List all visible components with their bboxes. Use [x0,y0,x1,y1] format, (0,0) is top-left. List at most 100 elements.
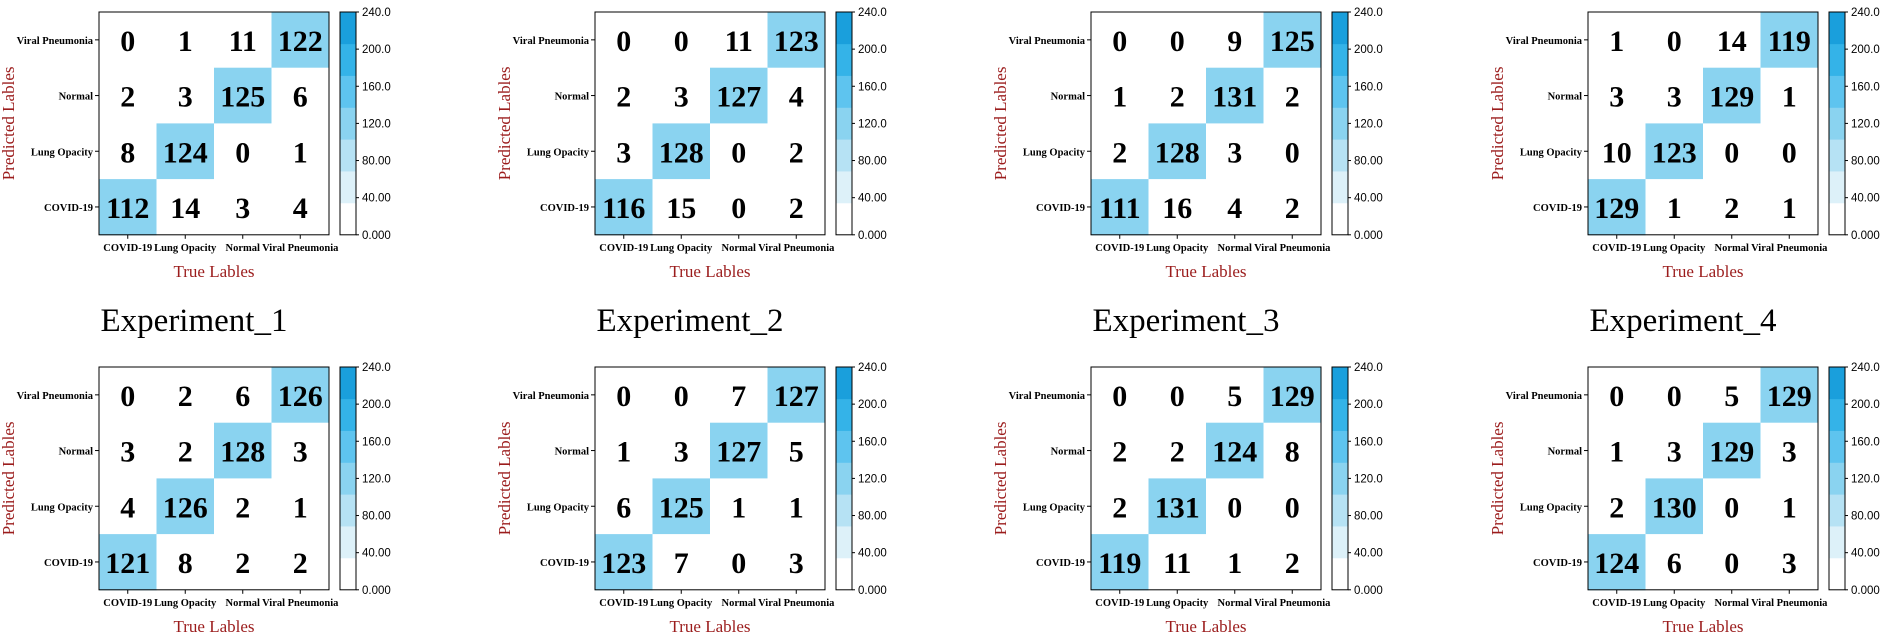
matrix-cell [214,367,272,424]
matrix-cell [156,179,215,236]
cell-value: 3 [1609,81,1624,114]
y-tick-label: Normal [59,447,93,458]
matrix-cell [595,367,653,424]
matrix-cell [1148,67,1207,124]
cell-value: 0 [1285,136,1300,169]
y-tick-label: COVID-19 [1533,558,1582,569]
matrix-cell [652,67,711,124]
colorbar-tick-label: 240.0 [1354,7,1383,19]
matrix-cell [99,478,157,535]
matrix-cell [1148,367,1207,424]
matrix-cell [767,534,826,591]
y-axis-title: Predicted Lables [1488,67,1507,181]
y-tick-label: Viral Pneumonia [1506,391,1583,402]
colorbar-tick-label: 240.0 [1851,362,1880,374]
y-axis-title: Predicted Lables [495,422,514,536]
matrix-cell [1588,478,1646,535]
x-tick-label: Viral Pneumonia [262,243,339,254]
matrix-cell [1760,123,1819,180]
cell-value: 0 [235,136,250,169]
x-tick-label: Viral Pneumonia [1751,243,1828,254]
plot-frame [98,11,330,236]
colorbar-tick-label: 160.0 [362,81,391,93]
matrix-cell [99,422,157,479]
cell-value: 124 [163,136,208,169]
y-tick-label: COVID-19 [540,558,589,569]
colorbar-segment [1829,494,1845,527]
matrix-cell [99,534,157,591]
cell-value: 9 [1227,25,1242,58]
matrix-cell [595,67,653,124]
x-axis-title: True Lables [669,262,750,281]
colorbar-tick-label: 200.0 [362,399,391,411]
experiment-title: Experiment_3 [1093,303,1280,339]
matrix-cell [1645,179,1704,236]
colorbar-tick-label: 40.00 [362,548,391,560]
colorbar-tick-label: 80.00 [362,511,391,523]
cell-value: 124 [1212,436,1257,469]
cell-value: 10 [1602,136,1632,169]
cell-value: 1 [616,436,631,469]
matrix-cell [271,534,330,591]
colorbar-tick-label: 0.000 [858,230,887,242]
matrix-cell [1760,179,1819,236]
matrix-cell [156,12,215,69]
cell-value: 5 [1724,380,1739,413]
cell-value: 3 [1667,81,1682,114]
cell-value: 2 [293,547,308,580]
cell-value: 2 [235,547,250,580]
matrix-cell [156,422,215,479]
cell-value: 1 [293,136,308,169]
colorbar-segment [1332,107,1348,140]
matrix-cell [1645,367,1704,424]
cell-value: 2 [178,436,193,469]
y-tick-label: Viral Pneumonia [1009,391,1086,402]
colorbar-segment [1332,462,1348,495]
matrix-cell [1588,422,1646,479]
cell-value: 5 [1227,380,1242,413]
matrix-cell [214,179,272,236]
matrix-cell [1588,123,1646,180]
colorbar-tick-label: 200.0 [858,44,887,56]
colorbar-tick-label: 40.00 [858,193,887,205]
x-axis-title: True Lables [1165,617,1246,636]
cell-value: 4 [789,81,804,114]
colorbar-segment [1332,398,1348,431]
colorbar-segment [340,494,356,527]
colorbar-segment [340,398,356,431]
matrix-cell [767,123,826,180]
colorbar-segment [340,12,356,45]
plot-frame [594,11,826,236]
colorbar-segment [1332,367,1348,400]
x-axis-title: True Lables [1662,617,1743,636]
cell-value: 1 [1782,192,1797,225]
colorbar-tick-label: 40.00 [1354,548,1383,560]
colorbar-tick-label: 160.0 [1354,436,1383,448]
cell-value: 3 [235,192,250,225]
matrix-cell [652,123,711,180]
colorbar-tick-label: 120.0 [1354,473,1383,485]
cell-value: 0 [1170,380,1185,413]
cell-value: 8 [1285,436,1300,469]
cell-value: 130 [1652,491,1697,524]
x-axis-title: True Lables [1165,262,1246,281]
cell-value: 3 [178,81,193,114]
cell-value: 8 [178,547,193,580]
y-tick-label: Viral Pneumonia [1506,36,1583,47]
matrix-cell [710,422,768,479]
colorbar-tick-label: 120.0 [362,118,391,130]
cell-value: 3 [674,81,689,114]
colorbar-tick-label: 40.00 [1354,193,1383,205]
plot-frame [1587,366,1819,591]
matrix-cell [1588,534,1646,591]
colorbar-segment [836,107,852,140]
matrix-cell [1703,534,1761,591]
colorbar-tick-label: 120.0 [1354,118,1383,130]
colorbar-tick-label: 0.000 [362,585,391,597]
matrix-cell [1645,123,1704,180]
colorbar-segment [1332,202,1348,236]
colorbar-tick-label: 0.000 [1851,230,1880,242]
